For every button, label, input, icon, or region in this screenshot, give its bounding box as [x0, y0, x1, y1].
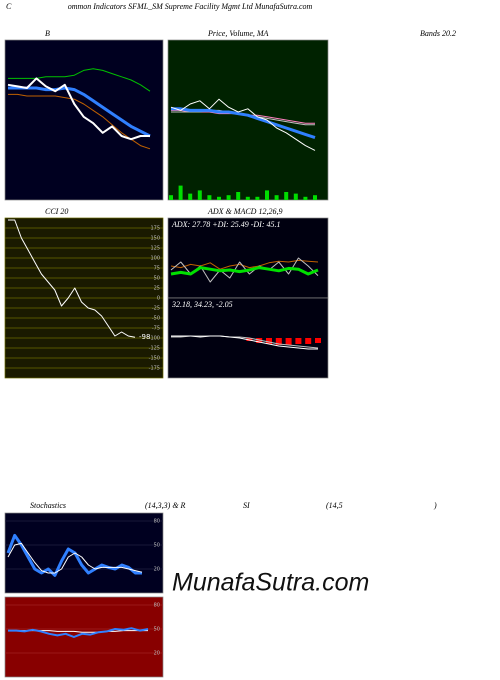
y-tick-label: 80 — [154, 519, 160, 525]
volume-bar — [226, 195, 231, 200]
series-line — [171, 107, 316, 140]
panel — [4, 596, 164, 678]
panel — [167, 217, 329, 299]
y-tick-label: -175 — [149, 366, 160, 372]
y-tick-label: 20 — [154, 651, 160, 657]
y-tick-label: 25 — [154, 286, 160, 292]
panel — [4, 39, 164, 201]
panel-title: ADX & MACD 12,26,9 — [207, 207, 282, 216]
volume-bar — [284, 192, 289, 200]
series-line — [170, 98, 316, 151]
panel-text: 32.18, 34.23, -2.05 — [171, 300, 233, 309]
volume-bar — [197, 190, 202, 200]
series-line — [8, 93, 151, 150]
y-tick-label: 50 — [154, 627, 160, 633]
panel-title: CCI 20 — [45, 207, 68, 216]
y-tick-label: 50 — [154, 276, 160, 282]
volume-bar — [313, 195, 317, 200]
macd-histogram — [285, 338, 292, 345]
series-line — [170, 266, 319, 276]
volume-bar — [274, 195, 279, 200]
y-tick-label: -125 — [149, 346, 160, 352]
y-tick-label: 125 — [150, 246, 160, 252]
volume-bar — [245, 196, 250, 200]
y-tick-label: -150 — [149, 356, 160, 362]
panel — [4, 512, 164, 594]
stoch-row: (14,5 — [326, 501, 343, 510]
header-title: ommon Indicators SFML_SM Supreme Facilit… — [68, 2, 313, 11]
volume-bar — [169, 195, 173, 200]
stoch-row: SI — [243, 501, 250, 510]
y-tick-label: 20 — [154, 567, 160, 573]
y-tick-label: 50 — [154, 543, 160, 549]
watermark: MunafaSutra.com — [172, 569, 369, 597]
series-line — [8, 627, 149, 638]
panel-subtitle: Bands 20.2 — [420, 29, 456, 38]
volume-bar — [236, 192, 241, 200]
panel-title: Price, Volume, MA — [207, 29, 269, 38]
volume-bar — [207, 195, 212, 200]
series-line — [170, 259, 319, 270]
y-tick-label: -25 — [152, 306, 160, 312]
y-tick-label: 75 — [154, 266, 160, 272]
macd-histogram — [266, 338, 272, 344]
panel-title: B — [45, 29, 50, 38]
macd-histogram — [275, 338, 282, 345]
volume-bar — [188, 193, 193, 200]
y-tick-label: -75 — [152, 326, 160, 332]
y-tick-label: 150 — [150, 236, 160, 242]
panel-title: Stochastics — [30, 501, 66, 510]
y-tick-label: 175 — [150, 226, 160, 232]
panel-text: ADX: 27.78 +DI: 25.49 -DI: 45.1 — [171, 220, 281, 229]
y-tick-label: 0 — [157, 296, 160, 302]
series-line — [8, 68, 151, 92]
y-tick-label: 80 — [154, 603, 160, 609]
series-line — [8, 219, 136, 338]
series-line — [7, 542, 143, 574]
volume-bar — [265, 190, 269, 200]
series-line — [7, 77, 150, 141]
macd-histogram — [305, 338, 312, 344]
volume-bar — [217, 196, 221, 200]
y-tick-label: -100 — [149, 336, 160, 342]
volume-bar — [255, 196, 260, 200]
volume-bar — [178, 185, 183, 200]
volume-bar — [293, 193, 298, 200]
stoch-row: ) — [433, 501, 437, 510]
macd-histogram — [315, 338, 321, 343]
series-line — [8, 86, 151, 138]
series-line — [171, 335, 318, 350]
header-initial: C — [6, 2, 12, 11]
macd-histogram — [295, 338, 302, 344]
y-tick-label: -50 — [152, 316, 160, 322]
volume-bar — [303, 196, 308, 200]
y-tick-label: 100 — [150, 256, 160, 262]
panel — [167, 39, 329, 201]
value-label: -98 — [139, 333, 150, 341]
stoch-row: (14,3,3) & R — [145, 501, 186, 510]
